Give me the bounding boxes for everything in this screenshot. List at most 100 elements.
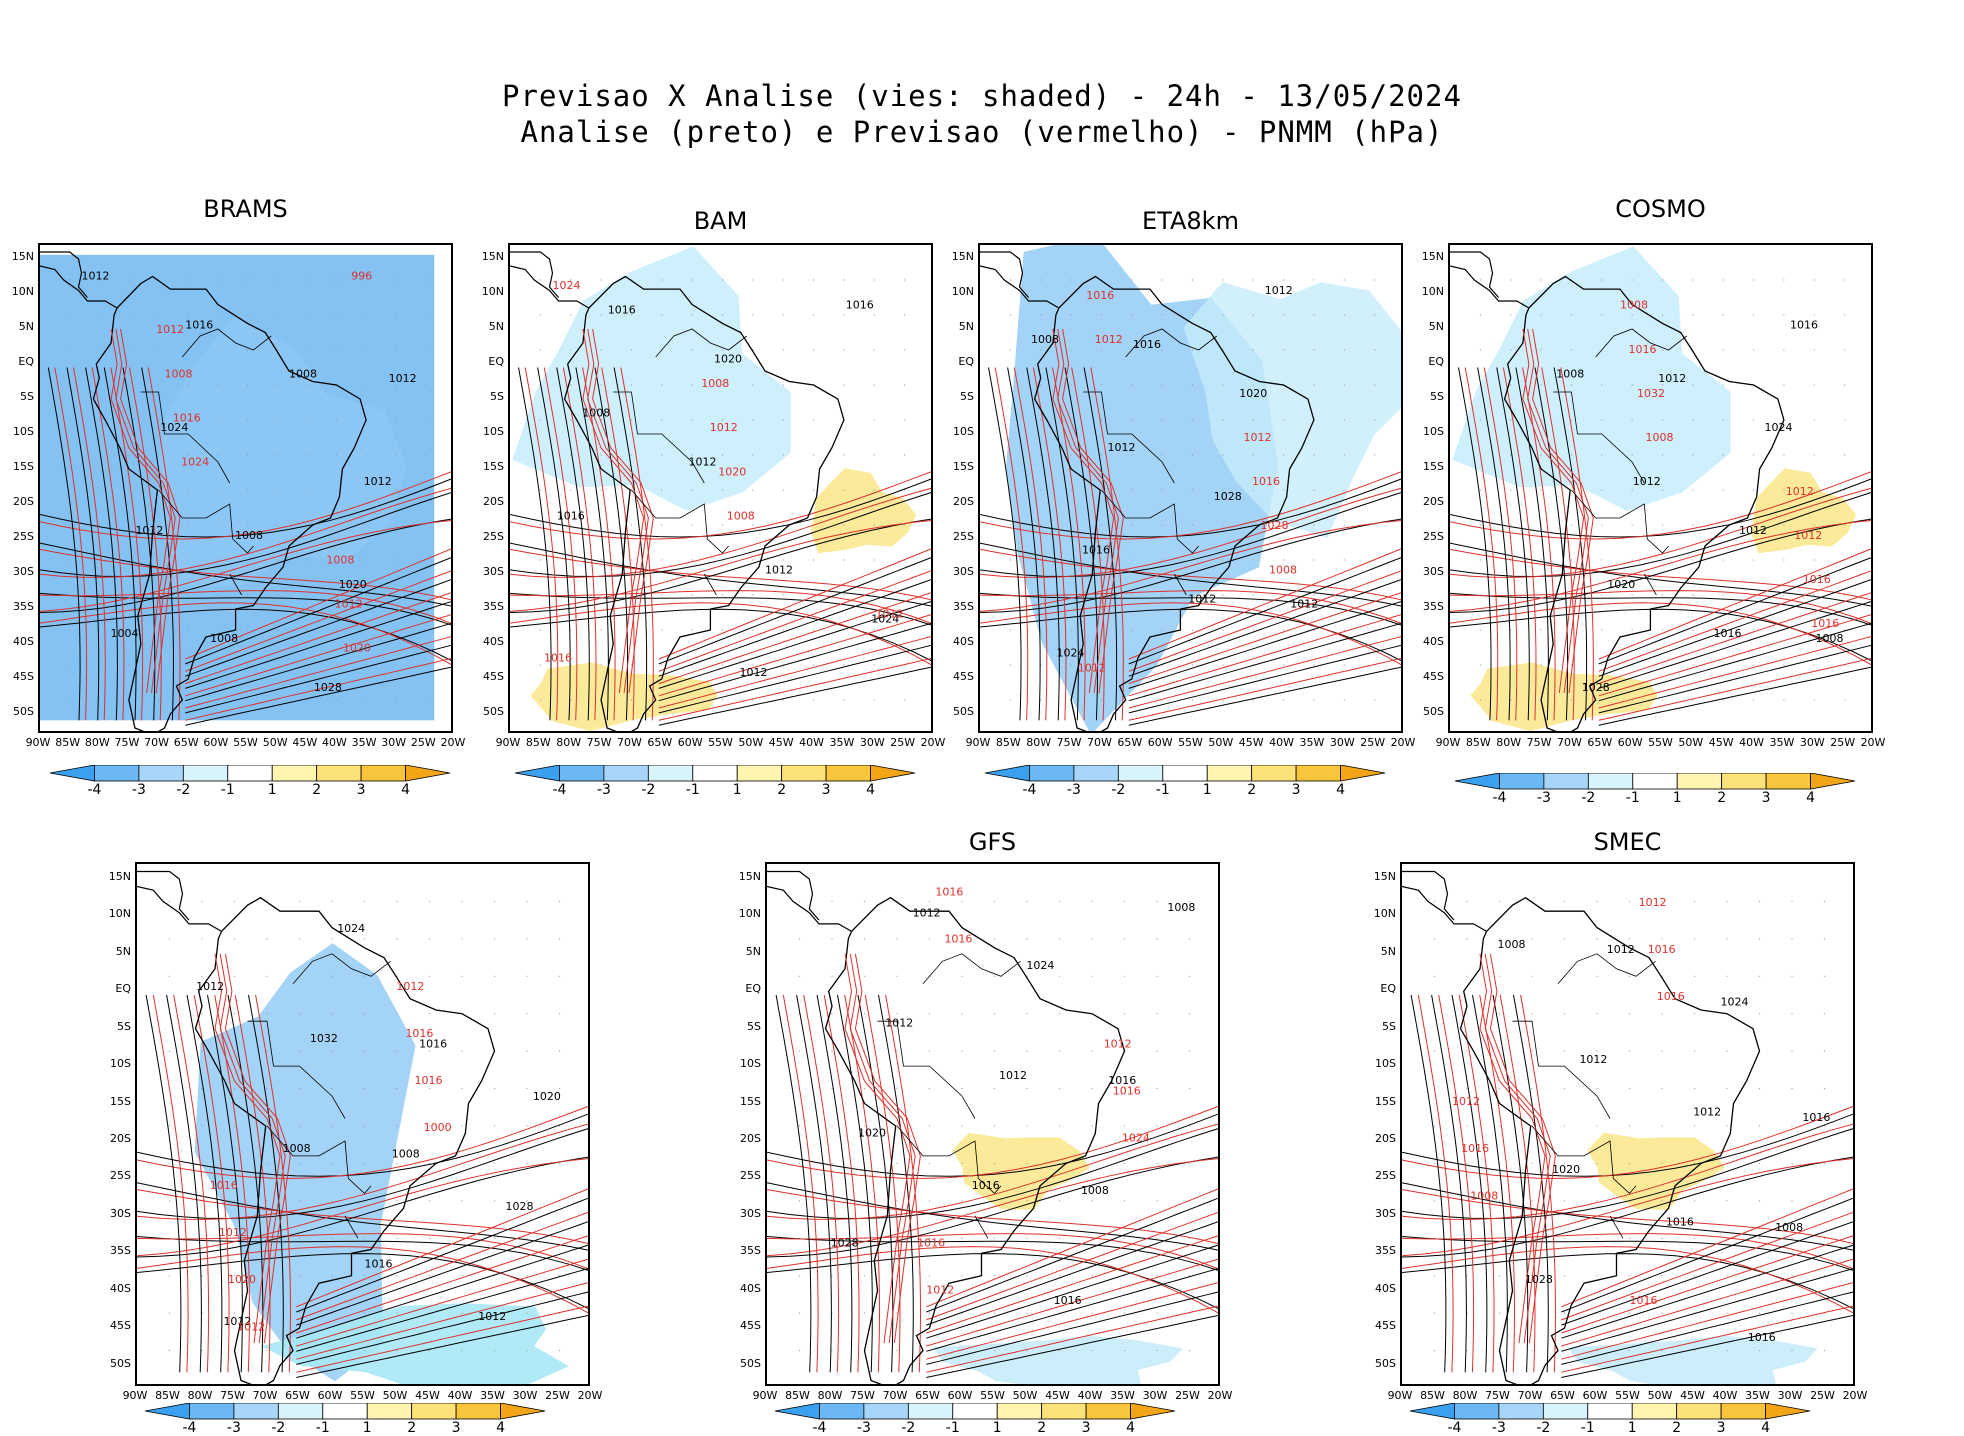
isobar-forecast [1502, 367, 1537, 721]
colorbar-segment [455, 1403, 501, 1420]
isobar-label-forecast: 1008 [1269, 563, 1297, 576]
longitude-tick-label: 70W [1086, 736, 1112, 749]
isobar-forecast [185, 570, 451, 672]
isobar-forecast-andes [1532, 328, 1594, 694]
latitude-tick-label: 10N [481, 285, 504, 298]
isobar-forecast [803, 994, 840, 1373]
isobar-analysis [1450, 478, 1871, 538]
isobar-label-forecast: 1012 [1452, 1095, 1480, 1108]
latitude-tick-label: 25S [1375, 1169, 1396, 1183]
map-canvas: 1016 1012 1008 1012 1016 1020 1024 1028 1012 1008… [767, 870, 1218, 1384]
country-border [247, 1020, 346, 1119]
isobar-forecast [926, 1235, 1218, 1334]
isobar-label-forecast: 1008 [727, 509, 755, 522]
isobar-label-forecast: 1012 [926, 1284, 954, 1297]
latitude-tick-label: 45S [953, 670, 974, 683]
isobar-analysis [767, 1113, 1218, 1177]
latitude-tick-label: 5N [488, 320, 504, 333]
central-america-outline [980, 251, 1030, 298]
isobar-forecast [543, 367, 578, 721]
colorbar-segment [1041, 1403, 1087, 1420]
latitude-tick-label: 10S [483, 425, 504, 438]
colorbar-label: -2 [1581, 790, 1596, 806]
isobar-analysis [1561, 1197, 1853, 1313]
isobar-forecast [1598, 548, 1871, 660]
latitude-tick-label: 15N [1421, 250, 1444, 263]
bias-shade-negative [194, 943, 416, 1382]
isobar-forecast [40, 548, 451, 601]
colorbar-segment [1162, 765, 1208, 782]
isobar-label-analysis: 1012 [478, 1310, 506, 1323]
isobar-analysis [1431, 994, 1467, 1373]
bias-shade-negative [1183, 282, 1401, 538]
isobar-analysis [47, 367, 81, 721]
central-america-outline [510, 251, 560, 298]
isobar-analysis [1598, 666, 1871, 726]
colorbar-label: -3 [1536, 790, 1551, 806]
latitude-tick-label: 10N [11, 285, 34, 298]
longitude-tick-label: 80W [1496, 736, 1522, 749]
longitude-tick-label: 85W [55, 736, 81, 749]
colorbar-label: -2 [1536, 1420, 1551, 1436]
isobar-analysis [1561, 1268, 1853, 1352]
isobar-analysis [926, 1197, 1218, 1313]
isobar-label-analysis: 1008 [582, 407, 610, 420]
bias-shade-negative [157, 316, 407, 587]
panel-title-smec: SMEC [1593, 828, 1662, 856]
longitude-tick-label: 50W [1647, 1389, 1673, 1402]
longitude-tick-label: 55W [980, 1389, 1005, 1402]
country-border [344, 1215, 359, 1239]
isobar-analysis [40, 518, 451, 613]
map-canvas: 1012 1008 1012 1016 1020 1024 1028 1012 1008 1016… [1450, 246, 1871, 731]
isobar-analysis [537, 367, 571, 721]
isobar-label-forecast: 1020 [228, 1273, 256, 1286]
colorbar-label: 3 [1081, 1420, 1091, 1436]
isobar-label-forecast: 1016 [210, 1179, 238, 1192]
isobar-label-analysis: 1020 [714, 353, 742, 366]
isobar-analysis [1128, 622, 1401, 702]
isobar-label-forecast: 1016 [1629, 343, 1657, 356]
colorbar-label: 1 [362, 1420, 372, 1436]
isobar-analysis [510, 592, 931, 626]
latitude-tick-label: 10N [951, 285, 974, 298]
isobar-label-analysis: 1012 [1290, 598, 1318, 611]
colorbar-label: 1 [1672, 790, 1682, 806]
longitude-tick-label: 30W [1142, 1389, 1168, 1402]
isobar-label-forecast: 1016 [173, 411, 201, 424]
colorbar-segment [603, 765, 649, 782]
isobar-forecast [1402, 1105, 1853, 1179]
isobar-analysis [296, 1268, 588, 1352]
isobar-analysis [1477, 367, 1511, 721]
longitude-tick-label: 60W [317, 1389, 343, 1402]
colorbar-segment [360, 765, 406, 782]
isobar-forecast-andes [115, 328, 176, 694]
isobar-forecast-andes [1052, 328, 1115, 694]
colorbar-segment [1340, 765, 1386, 782]
central-america-outline [980, 265, 1060, 309]
isobar-forecast [1128, 548, 1401, 660]
colorbar-segment [736, 765, 783, 782]
latitude-tick-label: 5S [960, 390, 974, 403]
isobar-analysis [1402, 1128, 1853, 1220]
longitude-tick-label: 50W [1208, 736, 1234, 749]
isobar-forecast [185, 614, 451, 697]
isobar-analysis [122, 367, 156, 721]
central-america-outline [40, 265, 118, 309]
isobar-forecast [40, 520, 451, 612]
isobar-analysis [185, 557, 451, 665]
longitude-tick-label: 35W [480, 1389, 505, 1402]
isobar-forecast [1450, 471, 1871, 540]
isobar-analysis [510, 608, 931, 662]
isobar-analysis [980, 518, 1401, 613]
isobar-label-forecast: 1032 [1637, 387, 1665, 400]
isobar-forecast [296, 1282, 588, 1360]
isobar-label-forecast: 1016 [1630, 1294, 1658, 1307]
isobar-analysis [141, 367, 174, 721]
latitude-tick-label: 30S [483, 565, 504, 578]
colorbar-label: 4 [1336, 782, 1345, 798]
isobar-forecast [767, 1158, 1218, 1257]
isobar-label-forecast: 1012 [876, 607, 904, 620]
isobar-analysis [137, 1236, 588, 1271]
longitude-tick-label: 50W [738, 736, 764, 749]
longitude-tick-label: 85W [995, 736, 1021, 749]
